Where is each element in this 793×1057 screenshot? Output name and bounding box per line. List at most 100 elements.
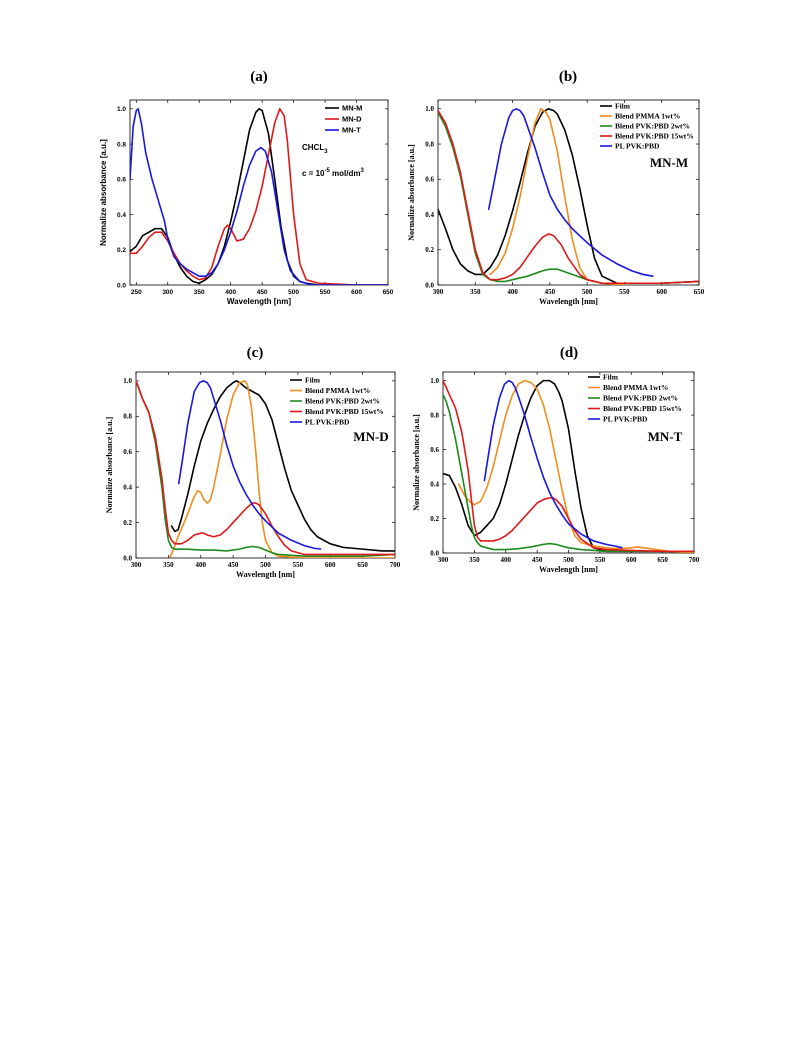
plot-frame — [129, 99, 389, 286]
molecule-label: MN-M — [650, 155, 688, 170]
series-line-blend-pvk-pbd-15wt- — [438, 109, 699, 285]
x-tick-label: 500 — [288, 289, 299, 296]
y-tick-label: 0.4 — [430, 480, 439, 488]
panel-a: (a) 250 300 350 400 450 500 550 600 650 0.0 0.2 0.4 0… — [99, 69, 394, 306]
legend-label: Blend PVK:PBD 15wt% — [603, 404, 682, 413]
series-line-blend-pvk-pbd-2wt- — [443, 393, 694, 553]
series-group — [443, 379, 694, 553]
x-tick-label: 450 — [545, 288, 556, 296]
legend-label: Blend PMMA 1wt% — [305, 386, 370, 395]
series-line-blend-pvk-pbd-15wt- — [443, 379, 694, 553]
series-line-pl-pvk-pbd — [483, 379, 623, 549]
legend-label: MN-M — [342, 104, 362, 113]
series-line-blend-pvk-pbd-15wt- — [136, 380, 395, 556]
panel-b: (b) 300 350 400 450 500 550 600 650 0.0 0.2 0.4 0.6 0… — [407, 69, 705, 306]
y-tick-label: 0.2 — [123, 519, 132, 527]
y-tick-label: 0.2 — [425, 246, 434, 254]
plot-frame — [437, 99, 700, 286]
y-tick-label: 0.0 — [123, 554, 132, 562]
x-tick-label: 650 — [383, 289, 394, 296]
panel-label: (b) — [559, 69, 577, 85]
y-axis-title: Normalize absorbance [a.u.] — [407, 144, 416, 241]
y-tick-label: 0.6 — [425, 176, 434, 184]
y-tick-label: 0.4 — [425, 211, 434, 219]
y-tick-label: 0.2 — [117, 247, 126, 254]
molecule-label: MN-D — [353, 429, 388, 444]
x-tick-label: 600 — [656, 288, 667, 296]
legend-label: Blend PVK:PBD 15wt% — [615, 132, 694, 141]
x-axis-title: Wavelength [nm] — [539, 565, 598, 574]
series-group — [136, 380, 395, 558]
x-tick-label: 650 — [357, 561, 368, 569]
x-tick-label: 400 — [196, 561, 207, 569]
series-line-film — [170, 380, 395, 552]
y-tick-label: 0.4 — [123, 483, 132, 491]
series-line-mn-t — [130, 108, 388, 285]
y-tick-label: 0.8 — [425, 140, 434, 148]
legend-label: PL PVK:PBD — [603, 415, 648, 424]
solvent-annotation: CHCL3 — [302, 143, 328, 155]
y-axis-title: Normalize absorbance [a.u.] — [412, 414, 421, 511]
x-tick-label: 650 — [694, 288, 705, 296]
legend-label: PL PVK:PBD — [305, 418, 350, 427]
panel-label: (a) — [250, 69, 268, 85]
y-tick-label: 0.0 — [430, 549, 439, 557]
x-axis-title: Wavelength [nm] — [227, 297, 291, 306]
panel-d: (d) 300 350 400 450 500 550 600 650 700 0.0 0.2 0.4 0… — [412, 345, 700, 574]
x-tick-label: 600 — [351, 289, 362, 296]
legend-label: Blend PMMA 1wt% — [603, 383, 668, 392]
y-axis-title: Normalize absorbance [a.u.] — [105, 416, 114, 513]
y-tick-label: 0.6 — [117, 177, 126, 184]
legend-label: Film — [603, 373, 619, 382]
x-tick-label: 350 — [194, 289, 205, 296]
y-tick-label: 0.4 — [117, 212, 126, 219]
x-tick-label: 550 — [320, 289, 331, 296]
legend-label: Blend PVK:PBD 2wt% — [615, 122, 690, 131]
y-tick-label: 1.0 — [430, 377, 439, 385]
legend-label: PL PVK:PBD — [615, 142, 660, 151]
series-group — [130, 108, 388, 285]
x-tick-label: 350 — [163, 561, 174, 569]
x-tick-label: 600 — [325, 561, 336, 569]
series-line-blend-pmma-1wt- — [489, 108, 626, 285]
x-tick-label: 250 — [131, 289, 142, 296]
legend-label: Blend PVK:PBD 2wt% — [603, 394, 678, 403]
y-tick-label: 0.0 — [117, 282, 126, 289]
y-tick-label: 0.2 — [430, 515, 439, 523]
y-tick-label: 0.8 — [117, 141, 126, 148]
x-tick-label: 650 — [657, 556, 668, 564]
series-line-blend-pvk-pbd-2wt- — [136, 380, 395, 558]
x-axis-title: Wavelength [nm] — [236, 570, 295, 579]
y-tick-label: 1.0 — [117, 106, 126, 113]
series-group — [438, 108, 699, 285]
y-tick-label: 0.0 — [425, 281, 434, 289]
x-tick-label: 400 — [501, 556, 512, 564]
y-tick-label: 1.0 — [123, 377, 132, 385]
y-tick-label: 0.8 — [430, 411, 439, 419]
x-tick-label: 500 — [582, 288, 593, 296]
x-tick-label: 300 — [131, 561, 142, 569]
panel-label: (d) — [560, 345, 578, 361]
x-tick-label: 300 — [162, 289, 173, 296]
x-tick-label: 400 — [225, 289, 236, 296]
legend-label: Blend PVK:PBD 15wt% — [305, 407, 384, 416]
x-tick-label: 450 — [257, 289, 268, 296]
x-tick-label: 450 — [228, 561, 239, 569]
series-line-mn-d — [130, 108, 388, 285]
legend-label: Blend PVK:PBD 2wt% — [305, 397, 380, 406]
series-line-film — [438, 108, 699, 285]
y-tick-label: 1.0 — [425, 105, 434, 113]
panel-c: (c) 300 350 400 450 500 550 600 650 700 0.0 0.2 0.4 0… — [105, 345, 401, 579]
concentration-annotation: c = 10-5 mol/dm3 — [302, 168, 364, 178]
y-tick-label: 0.6 — [430, 446, 439, 454]
x-tick-label: 350 — [470, 288, 481, 296]
x-tick-label: 450 — [532, 556, 543, 564]
x-tick-label: 700 — [689, 556, 700, 564]
x-tick-label: 550 — [293, 561, 304, 569]
x-tick-label: 350 — [469, 556, 480, 564]
x-tick-label: 700 — [390, 561, 401, 569]
x-tick-label: 400 — [507, 288, 518, 296]
x-tick-label: 550 — [595, 556, 606, 564]
